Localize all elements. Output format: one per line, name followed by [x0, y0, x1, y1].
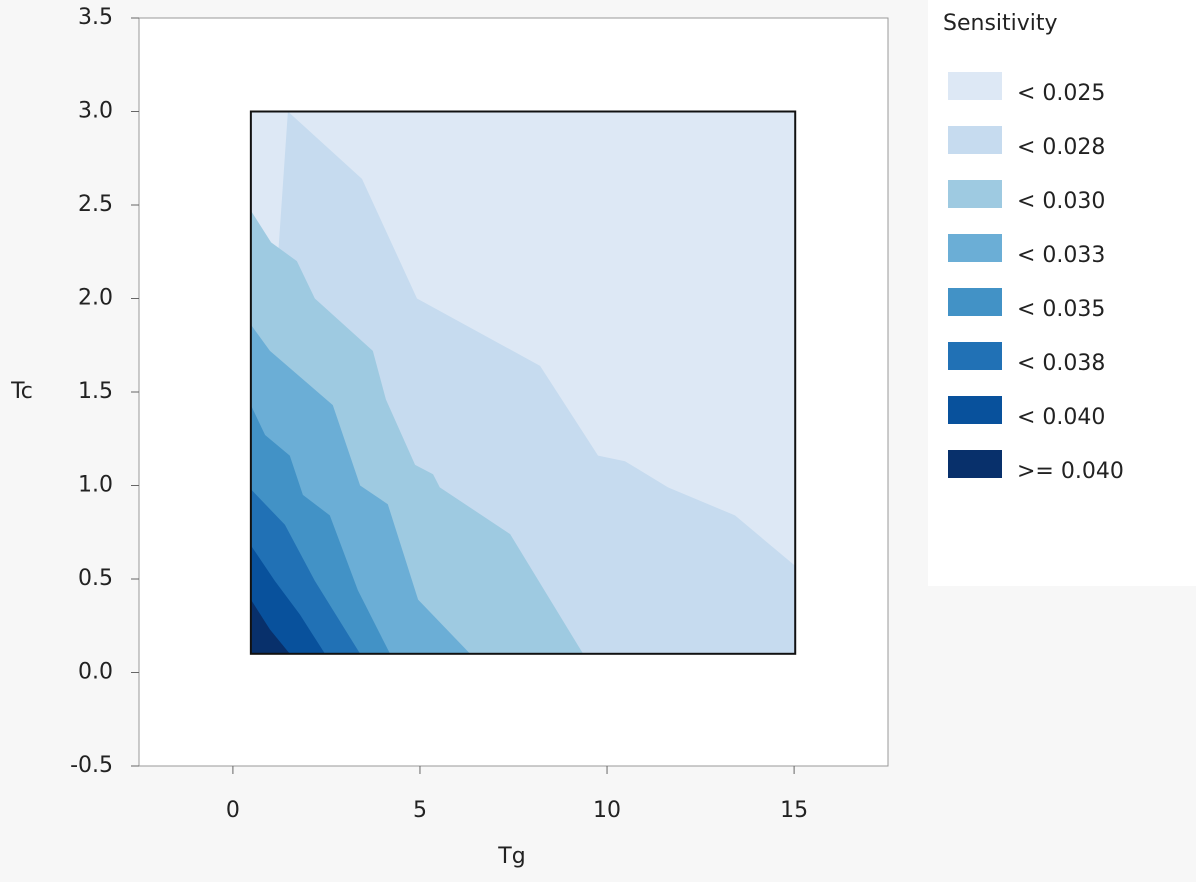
legend-label: < 0.030 — [1017, 189, 1105, 214]
legend-label: < 0.028 — [1017, 135, 1105, 160]
contour-region — [250, 111, 361, 654]
y-tick-label: 1.5 — [78, 379, 113, 404]
y-axis-label: Tc — [10, 379, 33, 404]
data-frame — [249, 110, 797, 655]
legend-swatch — [948, 126, 1002, 154]
y-tick-label: 0.5 — [78, 566, 113, 591]
y-tick-label: -0.5 — [70, 753, 113, 778]
legend-swatch — [948, 342, 1002, 370]
legend-label: < 0.025 — [1017, 81, 1105, 106]
legend-swatch — [948, 72, 1002, 100]
x-tick-label: 10 — [593, 798, 621, 823]
y-tick-label: 0.0 — [78, 660, 113, 685]
legend-swatch — [948, 288, 1002, 316]
x-tick-label: 0 — [226, 798, 240, 823]
legend-label: < 0.035 — [1017, 297, 1105, 322]
legend-label: >= 0.040 — [1017, 459, 1124, 484]
legend-label: < 0.040 — [1017, 405, 1105, 430]
y-tick-label: 3.0 — [78, 99, 113, 124]
y-tick-label: 2.5 — [78, 192, 113, 217]
x-tick-label: 5 — [413, 798, 427, 823]
y-tick-label: 3.5 — [78, 5, 113, 30]
legend-swatch — [948, 180, 1002, 208]
y-tick-label: 2.0 — [78, 286, 113, 311]
legend-label: < 0.033 — [1017, 243, 1105, 268]
legend-label: < 0.038 — [1017, 351, 1105, 376]
y-tick-label: 1.0 — [78, 473, 113, 498]
legend-swatch — [948, 450, 1002, 478]
x-tick-label: 15 — [780, 798, 808, 823]
legend-swatch — [948, 234, 1002, 262]
legend-swatch — [948, 396, 1002, 424]
contour-region — [250, 111, 391, 654]
contour-region — [250, 111, 325, 654]
legend-title: Sensitivity — [943, 11, 1058, 36]
x-axis-label: Tg — [497, 844, 525, 869]
